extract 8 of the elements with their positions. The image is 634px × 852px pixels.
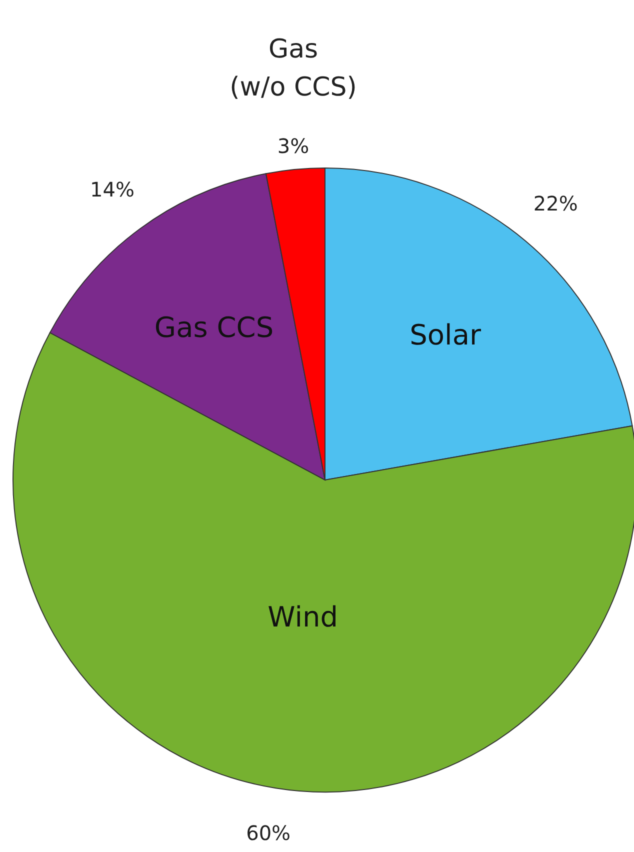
data-label: 22% (533, 192, 578, 216)
data-label: 3% (277, 134, 310, 158)
slice-label: Wind (268, 600, 338, 634)
slice-label: Gas (w/o CCS) (230, 34, 357, 103)
data-label: 60% (246, 820, 291, 845)
slice-label: Solar (410, 318, 482, 352)
slice-label: Gas CCS (154, 310, 274, 344)
data-label: 14% (90, 178, 134, 202)
